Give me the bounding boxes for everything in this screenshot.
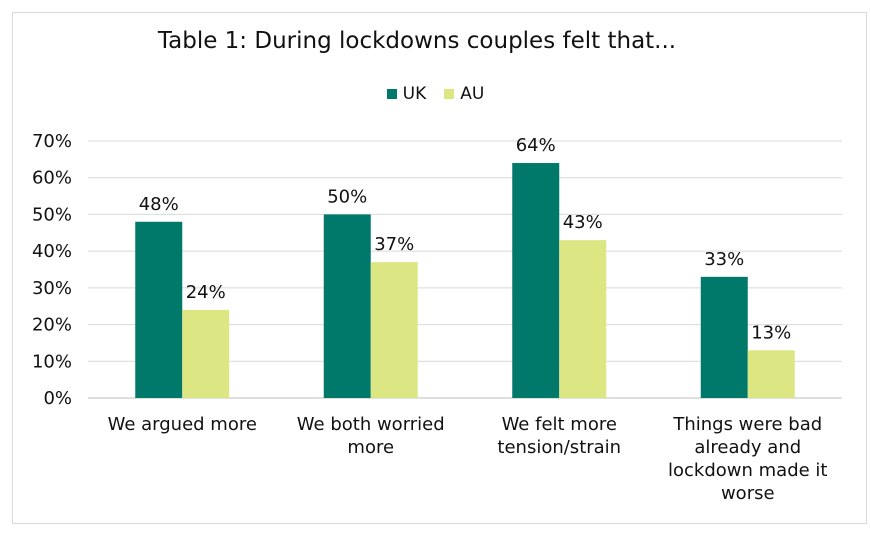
y-tick-label: 70% — [32, 131, 72, 152]
bar-au — [182, 309, 230, 398]
y-tick-label: 60% — [32, 168, 72, 189]
category-label-line: We argued more — [108, 414, 257, 435]
category-label-line: We both worried — [297, 414, 445, 435]
bar-uk — [700, 276, 748, 398]
chart-legend: UK AU — [0, 84, 871, 104]
data-label: 43% — [563, 212, 603, 233]
category-label: We felt more tension/strain — [497, 414, 621, 458]
bar-uk — [323, 214, 371, 398]
category-label: Things were bad already and lockdown made … — [668, 414, 827, 504]
category-label-line: already and — [694, 437, 801, 458]
chart-title: Table 1: During lockdowns couples felt t… — [157, 28, 677, 54]
data-label: 24% — [186, 282, 226, 303]
y-tick-label: 50% — [32, 204, 72, 225]
bar-au — [747, 350, 795, 398]
category-label: We both worried more — [297, 414, 445, 458]
bar-au — [370, 262, 418, 398]
category-label-line: Things were bad — [672, 414, 822, 435]
y-tick-label: 30% — [32, 278, 72, 299]
bar-uk — [512, 163, 560, 398]
y-tick-label: 0% — [43, 388, 72, 409]
data-label: 64% — [516, 135, 556, 156]
category-label-line: worse — [721, 483, 775, 504]
data-label: 33% — [704, 249, 744, 270]
data-label: 13% — [751, 322, 791, 343]
bar-uk — [135, 221, 183, 398]
data-label: 37% — [374, 234, 414, 255]
legend-item-uk: UK — [386, 84, 427, 104]
category-label-line: tension/strain — [497, 437, 621, 458]
bar-au — [559, 240, 607, 398]
category-label-line: We felt more — [502, 414, 617, 435]
legend-label-uk: UK — [402, 84, 427, 104]
y-tick-label: 20% — [32, 315, 72, 336]
y-tick-label: 40% — [32, 241, 72, 262]
category-label-line: lockdown made it — [668, 460, 827, 481]
category-label-line: more — [347, 437, 394, 458]
category-label: We argued more — [108, 414, 257, 435]
data-label: 50% — [327, 186, 367, 207]
data-label: 48% — [139, 194, 179, 215]
y-tick-label: 10% — [32, 351, 72, 372]
legend-label-au: AU — [460, 84, 485, 104]
legend-swatch-au — [444, 89, 455, 99]
legend-swatch-uk — [386, 89, 397, 99]
legend-item-au: AU — [444, 84, 484, 104]
